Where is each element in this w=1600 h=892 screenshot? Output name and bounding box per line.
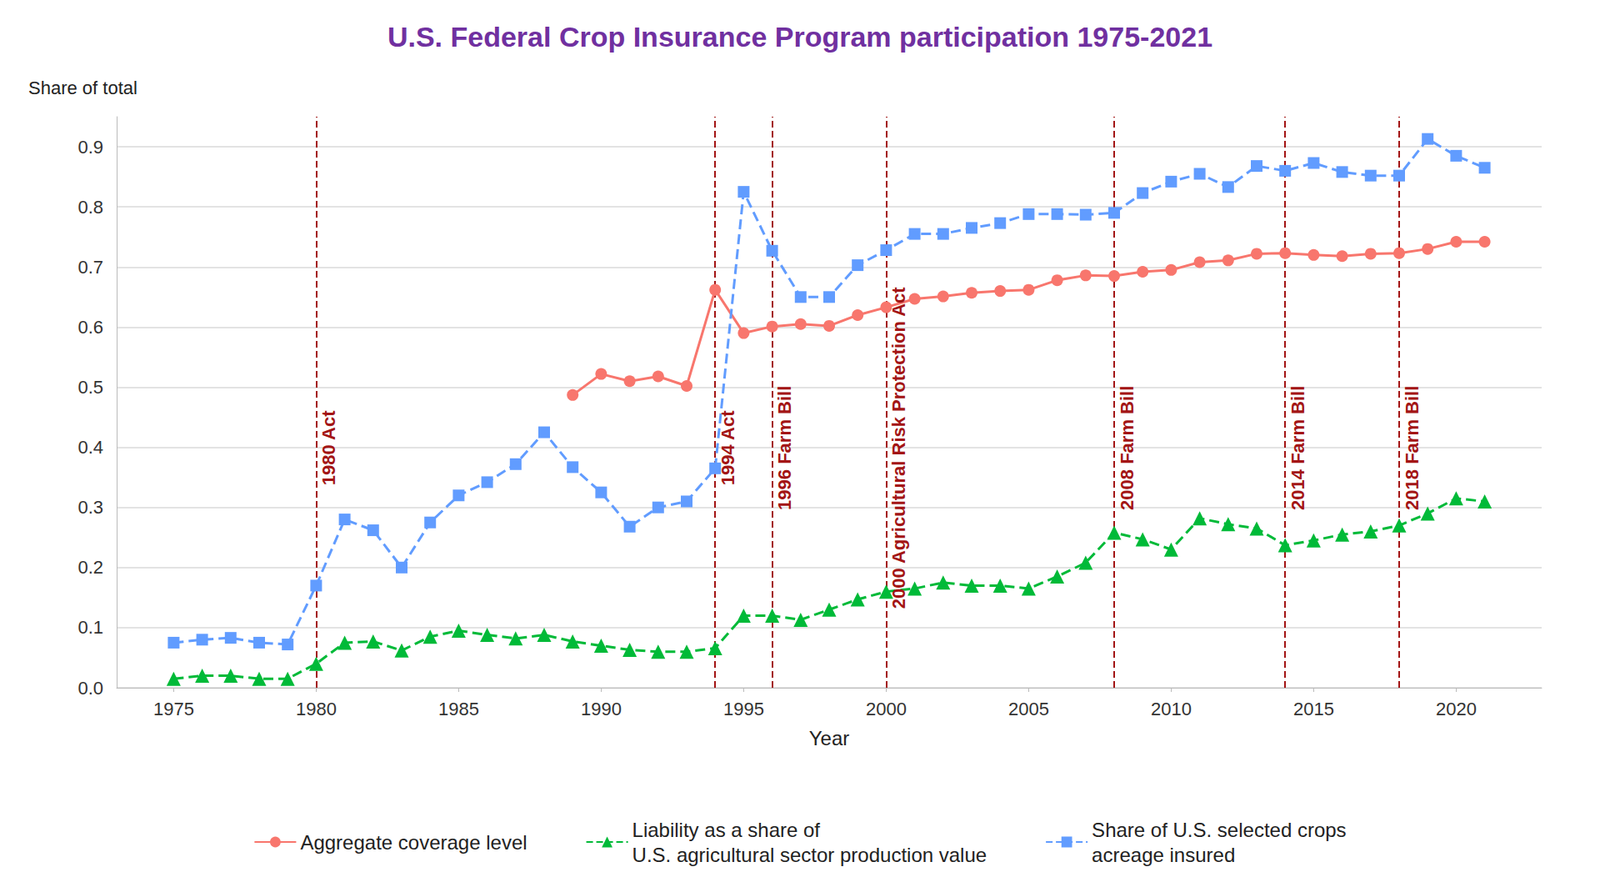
svg-text:1994 Act: 1994 Act: [717, 410, 739, 485]
svg-text:2020: 2020: [1435, 698, 1477, 720]
svg-text:1995: 1995: [723, 698, 765, 720]
svg-text:1985: 1985: [438, 698, 480, 720]
svg-text:1996 Farm Bill: 1996 Farm Bill: [774, 385, 795, 510]
svg-text:U.S. Federal Crop Insurance Pr: U.S. Federal Crop Insurance Program part…: [387, 20, 1213, 53]
svg-text:0.5: 0.5: [77, 376, 104, 398]
svg-text:1980 Act: 1980 Act: [318, 410, 340, 485]
svg-text:0.8: 0.8: [77, 196, 104, 218]
svg-text:2018 Farm Bill: 2018 Farm Bill: [1401, 385, 1423, 510]
svg-text:2000: 2000: [865, 698, 907, 720]
svg-text:0.7: 0.7: [77, 256, 104, 278]
svg-text:Share of total: Share of total: [28, 77, 138, 99]
svg-text:Aggregate coverage level: Aggregate coverage level: [300, 830, 527, 854]
svg-text:U.S. agricultural sector produ: U.S. agricultural sector production valu…: [632, 843, 988, 866]
svg-text:1990: 1990: [580, 698, 622, 720]
svg-text:acreage insured: acreage insured: [1091, 843, 1235, 866]
svg-text:0.9: 0.9: [77, 136, 104, 158]
svg-text:2005: 2005: [1008, 698, 1050, 720]
svg-text:2010: 2010: [1150, 698, 1192, 720]
svg-text:1975: 1975: [153, 698, 195, 720]
svg-text:1980: 1980: [295, 698, 337, 720]
svg-text:Share of U.S. selected crops: Share of U.S. selected crops: [1091, 818, 1346, 841]
svg-text:0.4: 0.4: [77, 436, 104, 458]
svg-text:0.0: 0.0: [77, 677, 104, 699]
svg-text:2014 Farm Bill: 2014 Farm Bill: [1287, 385, 1309, 510]
svg-text:0.1: 0.1: [77, 616, 104, 638]
svg-text:0.6: 0.6: [77, 316, 104, 338]
svg-text:Liability as a share of: Liability as a share of: [632, 818, 821, 841]
svg-text:0.3: 0.3: [77, 496, 104, 518]
svg-text:2015: 2015: [1293, 698, 1335, 720]
svg-text:0.2: 0.2: [77, 556, 104, 578]
svg-text:Year: Year: [809, 726, 850, 750]
svg-text:2008 Farm Bill: 2008 Farm Bill: [1116, 385, 1138, 510]
svg-text:2000 Agricultural Risk Protect: 2000 Agricultural Risk Protection Act: [888, 286, 910, 610]
